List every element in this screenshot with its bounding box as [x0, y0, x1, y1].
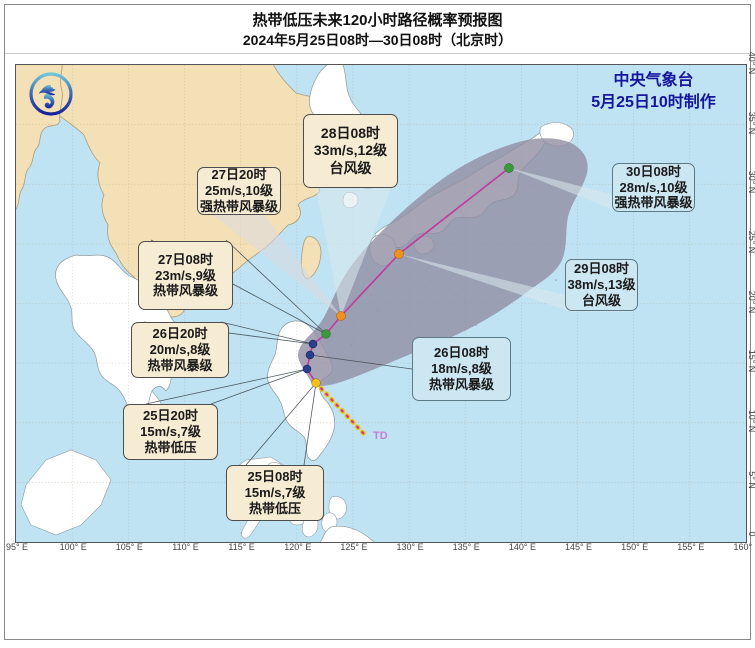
svg-text:TD: TD	[373, 430, 388, 442]
